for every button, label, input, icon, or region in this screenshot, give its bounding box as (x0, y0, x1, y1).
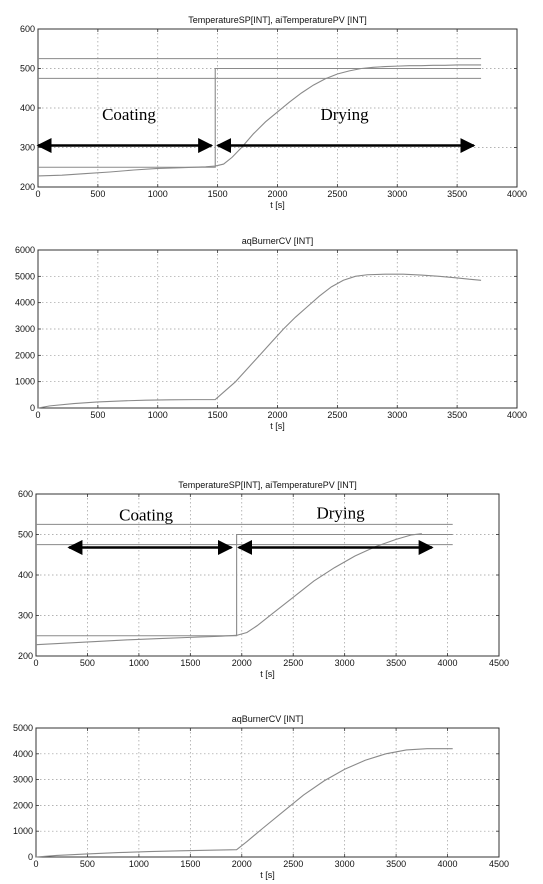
x-tick-label: 3000 (387, 410, 407, 420)
y-tick-label: 600 (20, 24, 35, 34)
x-tick-label: 1500 (180, 859, 200, 869)
x-tick-label: 500 (90, 189, 105, 199)
x-tick-label: 4000 (438, 658, 458, 668)
chart-4: 0 500 1000 1500 2000 2500 3000 3500 4000 4500 0 100… (13, 714, 509, 880)
x-axis-label: t [s] (270, 421, 285, 431)
y-tick-label: 6000 (15, 245, 35, 255)
y-tick-label: 4000 (13, 749, 33, 759)
x-axis-label: t [s] (270, 200, 285, 210)
y-tick-label: 4000 (15, 298, 35, 308)
x-tick-label: 3000 (387, 189, 407, 199)
x-tick-label: 1500 (180, 658, 200, 668)
phase-label: Drying (320, 105, 369, 124)
series-line-4 (37, 64, 482, 177)
y-tick-label: 600 (18, 489, 33, 499)
y-tick-label: 5000 (13, 723, 33, 733)
x-axis-label: t [s] (260, 870, 275, 880)
x-tick-label: 3500 (447, 189, 467, 199)
phase-label: Coating (119, 505, 173, 524)
y-tick-label: 5000 (15, 271, 35, 281)
x-tick-label: 500 (80, 859, 95, 869)
series-line-1 (36, 533, 453, 637)
chart-title: TemperatureSP[INT], aiTemperaturePV [INT… (178, 480, 357, 490)
x-tick-label: 2500 (283, 658, 303, 668)
series-line-1 (38, 67, 482, 168)
x-tick-label: 4500 (489, 658, 509, 668)
x-tick-label: 0 (33, 859, 38, 869)
phase-label: Drying (316, 503, 365, 522)
chart-title: aqBurnerCV [INT] (242, 236, 314, 246)
y-tick-label: 0 (30, 403, 35, 413)
y-tick-label: 500 (18, 530, 33, 540)
x-tick-label: 3500 (386, 859, 406, 869)
y-tick-label: 400 (20, 103, 35, 113)
y-tick-label: 2000 (13, 800, 33, 810)
x-tick-label: 1000 (148, 189, 168, 199)
y-tick-label: 1000 (15, 377, 35, 387)
x-tick-label: 0 (35, 189, 40, 199)
x-tick-label: 2000 (267, 189, 287, 199)
x-axis-label: t [s] (260, 669, 275, 679)
x-tick-label: 4000 (507, 410, 527, 420)
x-tick-label: 2500 (327, 189, 347, 199)
x-tick-label: 0 (35, 410, 40, 420)
x-tick-label: 1000 (148, 410, 168, 420)
x-tick-label: 0 (33, 658, 38, 668)
y-tick-label: 0 (28, 852, 33, 862)
series-line-1 (37, 273, 482, 409)
y-tick-label: 3000 (15, 324, 35, 334)
phase-label: Coating (102, 105, 156, 124)
x-tick-label: 2000 (267, 410, 287, 420)
x-tick-label: 1000 (129, 658, 149, 668)
x-tick-label: 4500 (489, 859, 509, 869)
x-tick-label: 500 (80, 658, 95, 668)
x-tick-label: 3000 (335, 658, 355, 668)
series-line-4 (35, 533, 422, 646)
plot-frame (35, 727, 500, 858)
chart-title: aqBurnerCV [INT] (232, 714, 304, 724)
y-tick-label: 200 (20, 182, 35, 192)
x-tick-label: 4000 (507, 189, 527, 199)
chart-3: 0 500 1000 1500 2000 2500 3000 3500 4000 4500 200 3… (18, 480, 509, 679)
y-tick-label: 500 (20, 64, 35, 74)
plot-frame (37, 249, 518, 409)
x-tick-label: 1000 (129, 859, 149, 869)
x-tick-label: 3000 (335, 859, 355, 869)
x-tick-label: 500 (90, 410, 105, 420)
x-tick-label: 2500 (283, 859, 303, 869)
y-tick-label: 1000 (13, 826, 33, 836)
chart-2: 0 500 1000 1500 2000 2500 3000 3500 4000 0 1000 200… (15, 236, 527, 431)
y-tick-label: 3000 (13, 775, 33, 785)
x-tick-label: 1500 (208, 410, 228, 420)
y-tick-label: 300 (20, 143, 35, 153)
x-tick-label: 3500 (386, 658, 406, 668)
y-tick-label: 300 (18, 611, 33, 621)
series-line-1 (35, 748, 453, 858)
x-tick-label: 3500 (447, 410, 467, 420)
x-tick-label: 2500 (327, 410, 347, 420)
y-tick-label: 200 (18, 651, 33, 661)
x-tick-label: 2000 (232, 859, 252, 869)
x-tick-label: 4000 (438, 859, 458, 869)
x-tick-label: 1500 (208, 189, 228, 199)
y-tick-label: 400 (18, 570, 33, 580)
chart-title: TemperatureSP[INT], aiTemperaturePV [INT… (188, 15, 367, 25)
chart-1: 0 500 1000 1500 2000 2500 3000 3500 4000 200 300 40… (20, 15, 527, 210)
x-tick-label: 2000 (232, 658, 252, 668)
y-tick-label: 2000 (15, 350, 35, 360)
